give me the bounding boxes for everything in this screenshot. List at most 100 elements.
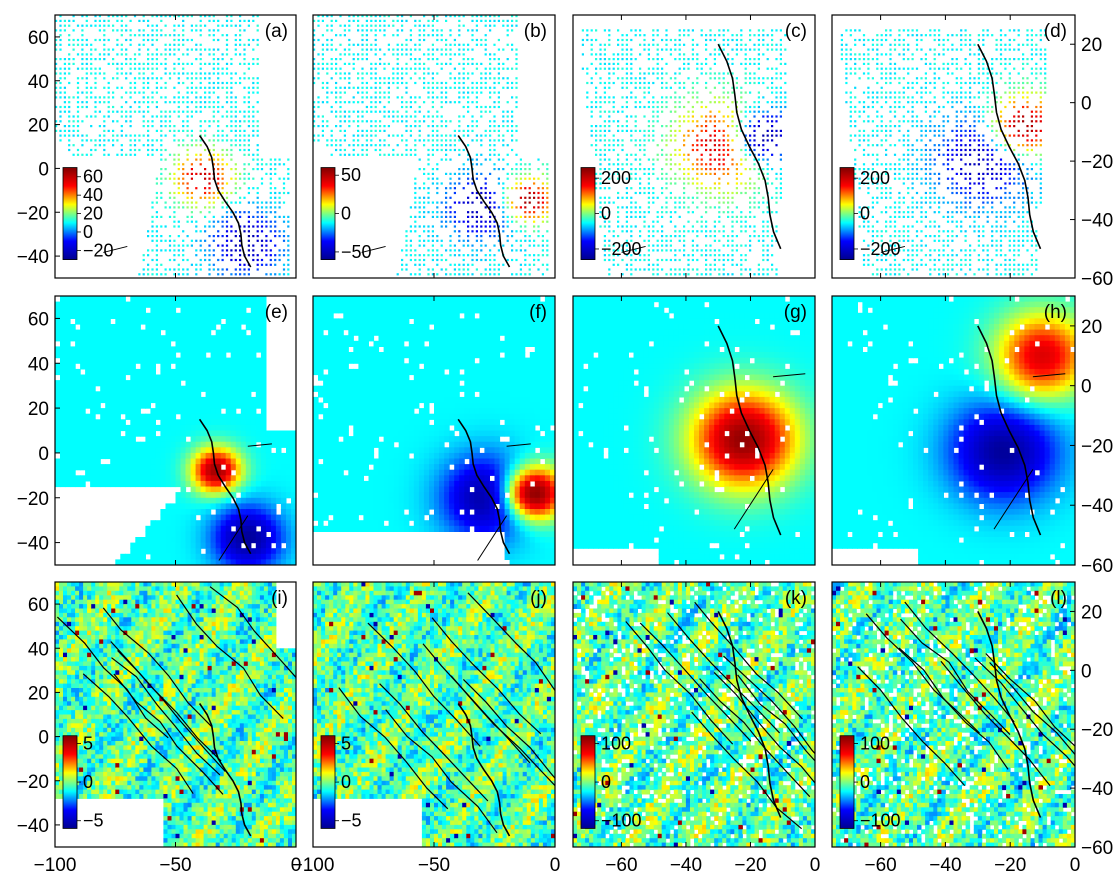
data-point [282, 230, 286, 233]
data-point [722, 34, 725, 37]
data-point [431, 258, 434, 262]
data-point [282, 163, 286, 166]
data-point [453, 273, 456, 276]
data-point [317, 139, 320, 142]
data-point [173, 34, 176, 37]
data-point [116, 67, 119, 70]
data-point [256, 268, 259, 271]
data-point [775, 211, 778, 214]
data-point [603, 91, 606, 94]
data-point [55, 43, 58, 46]
data-point [195, 101, 198, 104]
data-point [762, 77, 765, 80]
data-point [902, 211, 905, 214]
data-point [182, 206, 185, 209]
data-point [151, 153, 154, 156]
data-point [911, 244, 914, 247]
data-point [709, 254, 712, 257]
data-point [374, 67, 377, 70]
data-point [133, 81, 137, 85]
data-point [898, 163, 901, 166]
data-point [541, 254, 544, 257]
data-point [195, 105, 198, 109]
data-point [661, 134, 664, 137]
data-point [647, 120, 650, 123]
data-point [639, 105, 642, 109]
data-point [103, 148, 106, 152]
data-point [705, 43, 708, 46]
data-point [76, 67, 80, 70]
data-point [471, 244, 474, 247]
data-point [696, 206, 699, 209]
data-point [713, 101, 716, 104]
data-point [885, 38, 888, 42]
data-point [186, 96, 189, 99]
data-point [164, 239, 167, 242]
data-point [630, 215, 633, 218]
data-point [709, 120, 712, 123]
data-point [862, 139, 866, 142]
data-point [915, 244, 919, 247]
data-point [221, 168, 224, 171]
data-point [147, 24, 150, 27]
data-point [317, 105, 320, 109]
data-point [116, 134, 119, 137]
data-point [528, 168, 531, 171]
data-point [621, 249, 624, 252]
data-point [840, 43, 843, 46]
data-point [155, 62, 158, 65]
data-point [898, 125, 901, 128]
data-point [151, 249, 154, 252]
data-point [862, 182, 866, 185]
data-point [471, 211, 474, 214]
data-point [409, 29, 412, 32]
data-point [603, 58, 606, 61]
data-point [274, 168, 277, 171]
data-point [256, 144, 259, 147]
data-point [467, 196, 470, 199]
data-point [907, 34, 910, 37]
data-point [885, 29, 888, 32]
data-point [365, 144, 368, 147]
data-point [546, 182, 549, 185]
data-point [683, 86, 686, 89]
data-point [885, 182, 888, 185]
data-point [343, 86, 346, 89]
data-point [771, 120, 774, 123]
data-point [239, 15, 242, 18]
data-point [722, 153, 725, 156]
data-point [683, 158, 686, 161]
data-point [727, 235, 730, 238]
data-point [112, 110, 115, 113]
data-point [920, 206, 923, 209]
data-point [155, 48, 158, 51]
data-point [599, 101, 602, 104]
data-point [190, 77, 193, 80]
data-point [103, 129, 106, 132]
data-point [383, 153, 386, 156]
data-point [484, 134, 487, 137]
data-point [160, 110, 163, 113]
data-point [396, 144, 399, 147]
data-point [133, 67, 137, 70]
data-point [401, 43, 404, 46]
data-point [683, 168, 686, 171]
data-point [427, 177, 430, 180]
data-point [779, 134, 782, 137]
data-point [727, 153, 730, 156]
data-point [221, 115, 224, 118]
data-point [599, 62, 602, 65]
data-point [630, 62, 633, 65]
data-point [674, 120, 677, 123]
data-point [502, 182, 505, 185]
data-point [929, 191, 932, 195]
data-point [740, 191, 743, 195]
data-point [691, 115, 694, 118]
data-point [497, 158, 500, 161]
data-point [893, 48, 897, 51]
data-point [665, 177, 668, 180]
data-point [907, 134, 910, 137]
data-point [898, 101, 901, 104]
data-point [625, 81, 628, 85]
data-point [683, 177, 686, 180]
